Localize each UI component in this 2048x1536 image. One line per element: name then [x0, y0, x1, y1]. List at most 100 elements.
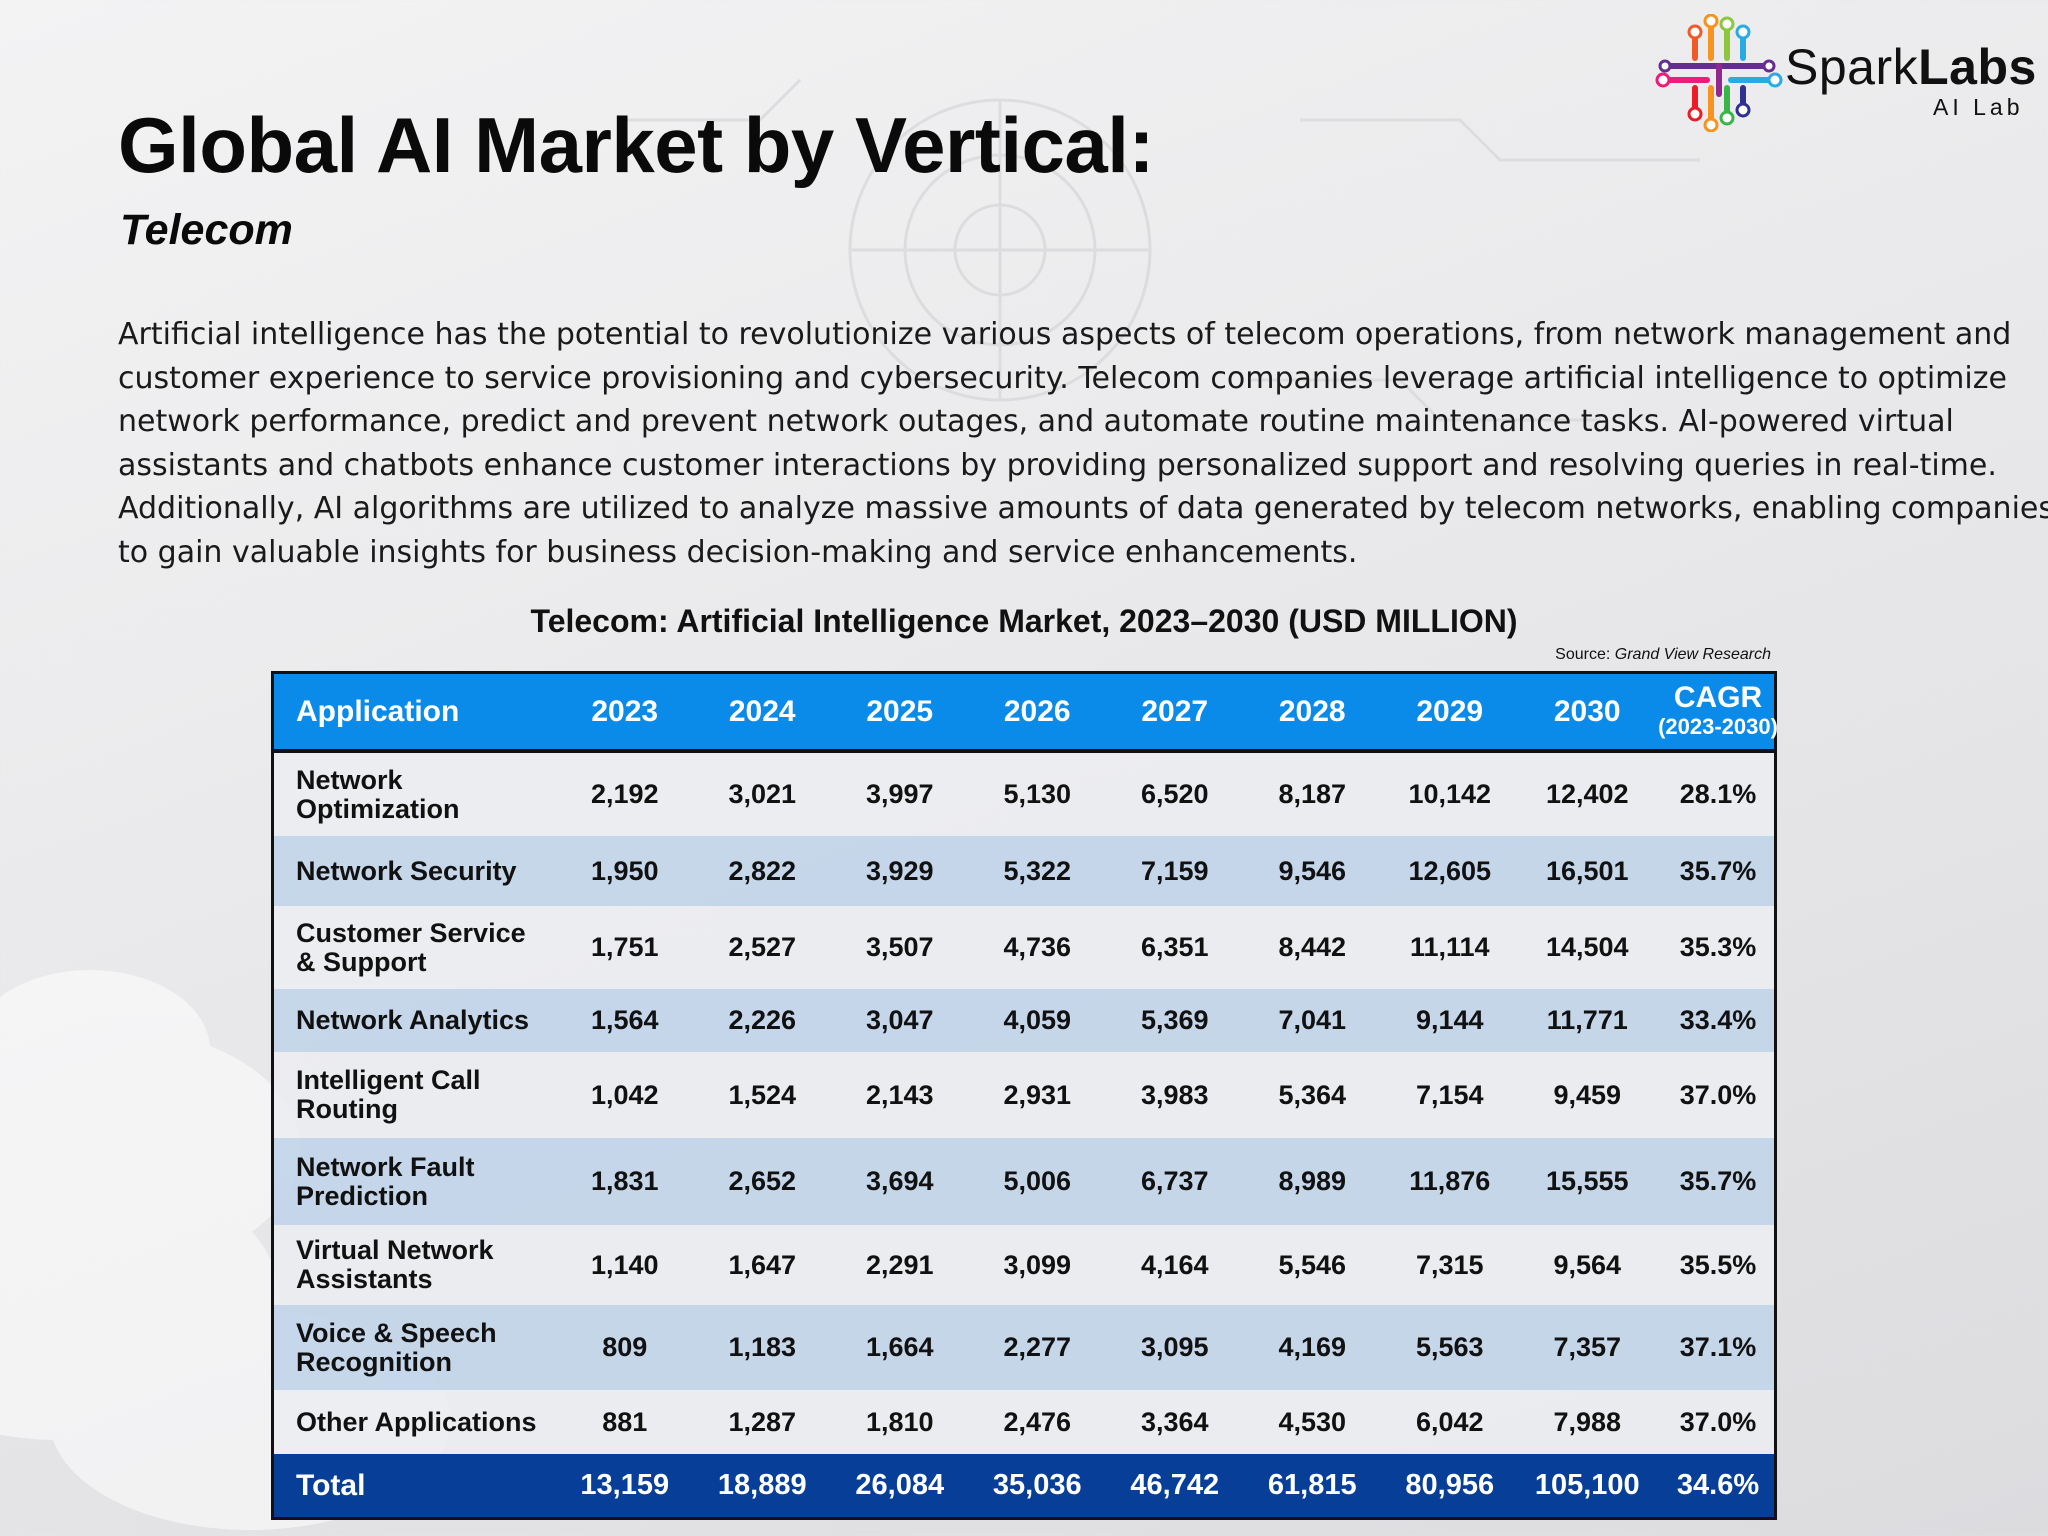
header-year: 2023	[591, 694, 659, 728]
table-total-row: Total 13,159 18,889 26,084 35,036 46,742…	[274, 1454, 1774, 1517]
intro-line: network performance, predict and prevent…	[118, 404, 1954, 439]
header-cagr: CAGR (2023-2030)	[1656, 680, 1780, 740]
row-value: 2,652	[728, 1166, 797, 1196]
intro-line: assistants and chatbots enhance customer…	[118, 447, 1997, 483]
row-value: 9,564	[1553, 1249, 1622, 1280]
sparklabs-logo: SparkLabs AI Lab	[1655, 14, 2048, 132]
row-value: 9,546	[1278, 855, 1347, 886]
row-value: 1,950	[590, 855, 659, 886]
total-value: 80,956	[1405, 1469, 1495, 1501]
row-application: Network Fault Prediction	[274, 1152, 556, 1211]
row-value: 1,140	[590, 1249, 659, 1280]
header-application: Application	[296, 695, 460, 728]
row-cagr: 37.1%	[1679, 1332, 1757, 1362]
table-row: Network Fault Prediction 1,831 2,652 3,694 5,…	[274, 1138, 1774, 1225]
row-value: 5,322	[1003, 855, 1072, 886]
row-value: 12,402	[1545, 779, 1629, 809]
row-value: 5,364	[1278, 1079, 1347, 1110]
header-cagr-label: CAGR	[1673, 680, 1763, 714]
table-title: Telecom: Artificial Intelligence Market,…	[530, 603, 1518, 639]
header-year: 2024	[728, 694, 796, 728]
total-value: 26,084	[855, 1469, 945, 1501]
row-application-line: Prediction	[296, 1180, 429, 1211]
header-year: 2025	[866, 694, 934, 728]
row-application-line: Routing	[296, 1094, 398, 1124]
row-cagr: 35.5%	[1679, 1249, 1757, 1280]
intro-paragraph: Artificial intelligence has the potentia…	[118, 313, 2048, 574]
table-row: Network Security 1,950 2,822 3,929 5,322 7,15…	[274, 836, 1774, 906]
row-application-line: Optimization	[296, 793, 460, 824]
source-name: Grand View Research	[1614, 646, 1771, 663]
row-value: 1,042	[590, 1079, 659, 1110]
row-cagr: 28.1%	[1679, 779, 1757, 809]
table-row: Network Analytics 1,564 2,226 3,047 4,059 5,3…	[274, 989, 1774, 1052]
table-row: Intelligent Call Routing 1,042 1,524 2,143 2,…	[274, 1052, 1774, 1138]
row-value: 1,831	[590, 1166, 659, 1196]
intro-line: customer experience to service provision…	[118, 360, 2007, 396]
total-label: Total	[296, 1469, 366, 1502]
row-value: 12,605	[1408, 855, 1492, 886]
row-value: 5,369	[1140, 1005, 1209, 1035]
header-year: 2026	[1003, 694, 1071, 728]
row-application: Network Analytics	[274, 1006, 556, 1035]
intro-line: Additionally, AI algorithms are utilized…	[118, 491, 2048, 526]
row-application-line: Voice & Speech	[296, 1317, 497, 1348]
row-value: 11,876	[1409, 1166, 1491, 1196]
row-value: 2,476	[1003, 1406, 1072, 1437]
row-value: 2,931	[1003, 1079, 1072, 1110]
header-year: 2027	[1141, 694, 1209, 728]
row-value: 1,810	[865, 1406, 934, 1437]
row-cagr: 35.7%	[1679, 1166, 1757, 1196]
logo-word-labs: Labs	[1918, 39, 2037, 95]
page-subtitle: Telecom	[120, 206, 293, 254]
row-value: 3,099	[1003, 1249, 1072, 1280]
row-value: 5,130	[1003, 779, 1072, 809]
row-value: 9,459	[1553, 1079, 1622, 1110]
row-cagr: 33.4%	[1679, 1005, 1757, 1035]
row-value: 1,664	[865, 1332, 934, 1362]
row-value: 2,143	[865, 1079, 934, 1110]
total-value: 35,036	[992, 1469, 1082, 1501]
row-value: 3,997	[865, 779, 934, 809]
row-value: 3,364	[1140, 1406, 1209, 1437]
row-value: 11,114	[1409, 932, 1490, 962]
row-application-line: Intelligent Call	[296, 1065, 481, 1095]
table-header-row: Application 2023 2024 2025 2026 2027 202…	[274, 674, 1778, 753]
row-application-line: Recognition	[296, 1346, 452, 1377]
row-application-line: Network Analytics	[296, 1005, 530, 1035]
intro-line: to gain valuable insights for business d…	[118, 534, 1358, 570]
row-value: 7,988	[1553, 1406, 1622, 1437]
total-value: 61,815	[1267, 1469, 1357, 1501]
row-cagr: 37.0%	[1679, 1079, 1757, 1110]
row-value: 2,822	[728, 855, 797, 886]
row-value: 3,694	[865, 1166, 934, 1196]
row-value: 3,095	[1140, 1332, 1209, 1362]
row-cagr: 37.0%	[1679, 1406, 1757, 1437]
row-value: 9,144	[1415, 1005, 1484, 1035]
row-value: 4,164	[1140, 1249, 1209, 1280]
row-value: 7,159	[1140, 855, 1209, 886]
row-value: 1,287	[728, 1406, 797, 1437]
row-value: 7,154	[1415, 1079, 1484, 1110]
row-value: 4,059	[1003, 1005, 1072, 1035]
row-value: 1,183	[728, 1332, 797, 1362]
row-value: 3,983	[1140, 1079, 1209, 1110]
row-value: 6,042	[1415, 1406, 1484, 1437]
total-value: 13,159	[580, 1469, 670, 1501]
row-application: Other Applications	[274, 1406, 556, 1437]
row-value: 881	[602, 1406, 648, 1437]
source-label: Source:	[1555, 646, 1611, 663]
row-application: Virtual Network Assistants	[274, 1236, 556, 1294]
row-value: 4,736	[1003, 932, 1072, 962]
header-year: 2029	[1416, 694, 1484, 728]
row-value: 3,929	[865, 855, 934, 886]
row-value: 8,442	[1278, 932, 1347, 962]
row-application-line: Customer Service	[296, 917, 526, 948]
row-value: 3,021	[728, 779, 797, 809]
row-application-line: Virtual Network	[296, 1235, 494, 1265]
row-application: Customer Service & Support	[274, 917, 556, 977]
row-value: 16,501	[1545, 855, 1629, 886]
row-application-line: Other Applications	[296, 1406, 537, 1437]
table-source: Source: Grand View Research	[1555, 646, 1771, 664]
row-value: 2,192	[590, 779, 659, 809]
